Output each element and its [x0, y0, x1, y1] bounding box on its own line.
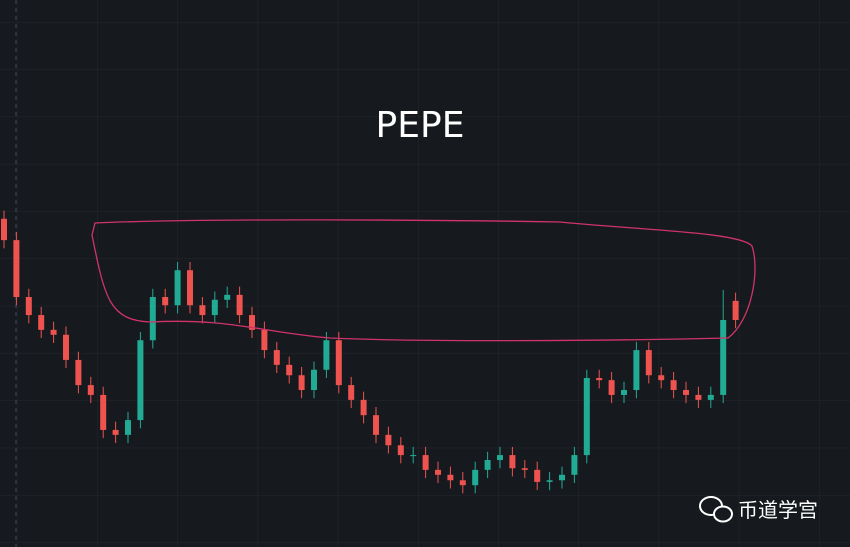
candle-body: [224, 294, 231, 300]
candle-body: [484, 460, 491, 470]
candle-body: [732, 300, 739, 320]
candle-body: [670, 380, 677, 391]
watermark: 币道学宫: [699, 496, 818, 523]
candle-body: [707, 394, 714, 400]
candle-body: [447, 474, 454, 481]
candle-body: [298, 375, 305, 391]
candle-body: [435, 469, 441, 475]
candle-body: [720, 319, 727, 395]
candle-body: [50, 329, 57, 335]
candle-body: [112, 429, 119, 435]
candle-body: [236, 294, 243, 316]
candle-body: [348, 385, 355, 400]
candle-body: [1, 218, 7, 241]
candle-body: [571, 455, 578, 475]
highlight-outline: [91, 219, 756, 342]
candle-body: [187, 270, 193, 306]
wechat-icon: [713, 505, 733, 523]
candle-body: [683, 390, 689, 395]
candle-body: [410, 455, 417, 457]
candles: [1, 210, 739, 494]
candle-body: [38, 315, 45, 330]
candle-body: [385, 434, 392, 446]
candle-body: [174, 270, 181, 306]
candle-body: [261, 329, 268, 351]
candle-body: [286, 364, 293, 376]
candle-body: [75, 359, 82, 386]
candle-body: [149, 297, 156, 341]
candle-body: [199, 305, 206, 316]
chart-title: PEPE: [376, 105, 465, 146]
candle-body: [25, 297, 32, 316]
candle-body: [472, 469, 479, 486]
candle-body: [621, 390, 627, 395]
candle-body: [360, 399, 367, 416]
candle-body: [87, 385, 94, 395]
watermark-text: 币道学宫: [738, 498, 818, 522]
candle-body: [249, 315, 255, 330]
candle-body: [645, 350, 652, 376]
candle-body: [633, 350, 640, 391]
candle-body: [608, 380, 615, 395]
candle-body: [373, 415, 379, 435]
candle-body: [63, 334, 69, 360]
candle-body: [422, 455, 429, 470]
candle-body: [521, 468, 528, 470]
candle-body: [596, 377, 603, 381]
candle-body: [335, 340, 342, 386]
candle-body: [100, 394, 107, 430]
candle-body: [658, 375, 665, 381]
candle-body: [211, 299, 218, 316]
candle-body: [534, 469, 541, 482]
candle-body: [559, 474, 565, 481]
candle-body: [125, 420, 131, 435]
candle-body: [497, 455, 503, 461]
candle-body: [273, 350, 280, 365]
candle-body: [695, 394, 702, 400]
candle-body: [459, 480, 466, 486]
candle-body: [162, 297, 169, 306]
candle-body: [13, 240, 20, 298]
candle-body: [323, 340, 330, 370]
candle-body: [583, 377, 590, 456]
candle-body: [137, 340, 144, 421]
candle-body: [311, 369, 317, 391]
candle-body: [509, 455, 516, 469]
candle-body: [397, 445, 404, 456]
candle-body: [546, 480, 553, 482]
